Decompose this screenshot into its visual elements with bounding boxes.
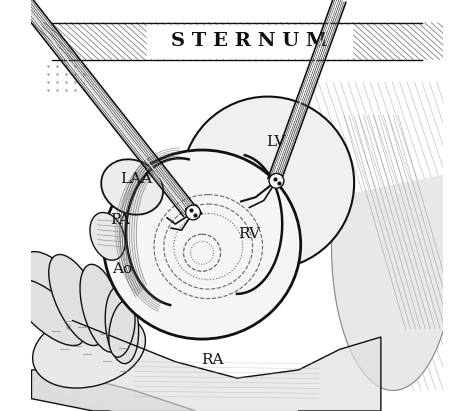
Ellipse shape [182, 97, 354, 269]
Text: PA: PA [110, 213, 130, 227]
Text: LV: LV [266, 135, 286, 149]
Circle shape [186, 205, 201, 220]
Polygon shape [52, 321, 381, 411]
Ellipse shape [109, 300, 135, 357]
Text: ©: © [65, 326, 72, 332]
Polygon shape [331, 175, 455, 390]
Polygon shape [31, 370, 196, 411]
Text: S T E R N U M: S T E R N U M [171, 32, 328, 50]
Ellipse shape [80, 264, 123, 352]
Ellipse shape [90, 212, 125, 260]
Ellipse shape [12, 279, 84, 346]
Ellipse shape [101, 159, 163, 215]
Ellipse shape [33, 311, 146, 388]
Text: Ao: Ao [112, 262, 132, 276]
Polygon shape [186, 205, 202, 218]
Text: RV: RV [238, 227, 260, 241]
Ellipse shape [23, 252, 98, 340]
Text: RA: RA [201, 353, 224, 367]
Ellipse shape [105, 286, 139, 364]
Ellipse shape [103, 150, 301, 339]
Circle shape [269, 173, 284, 188]
Text: LAA: LAA [120, 172, 152, 186]
Ellipse shape [49, 254, 105, 346]
Polygon shape [271, 173, 283, 188]
